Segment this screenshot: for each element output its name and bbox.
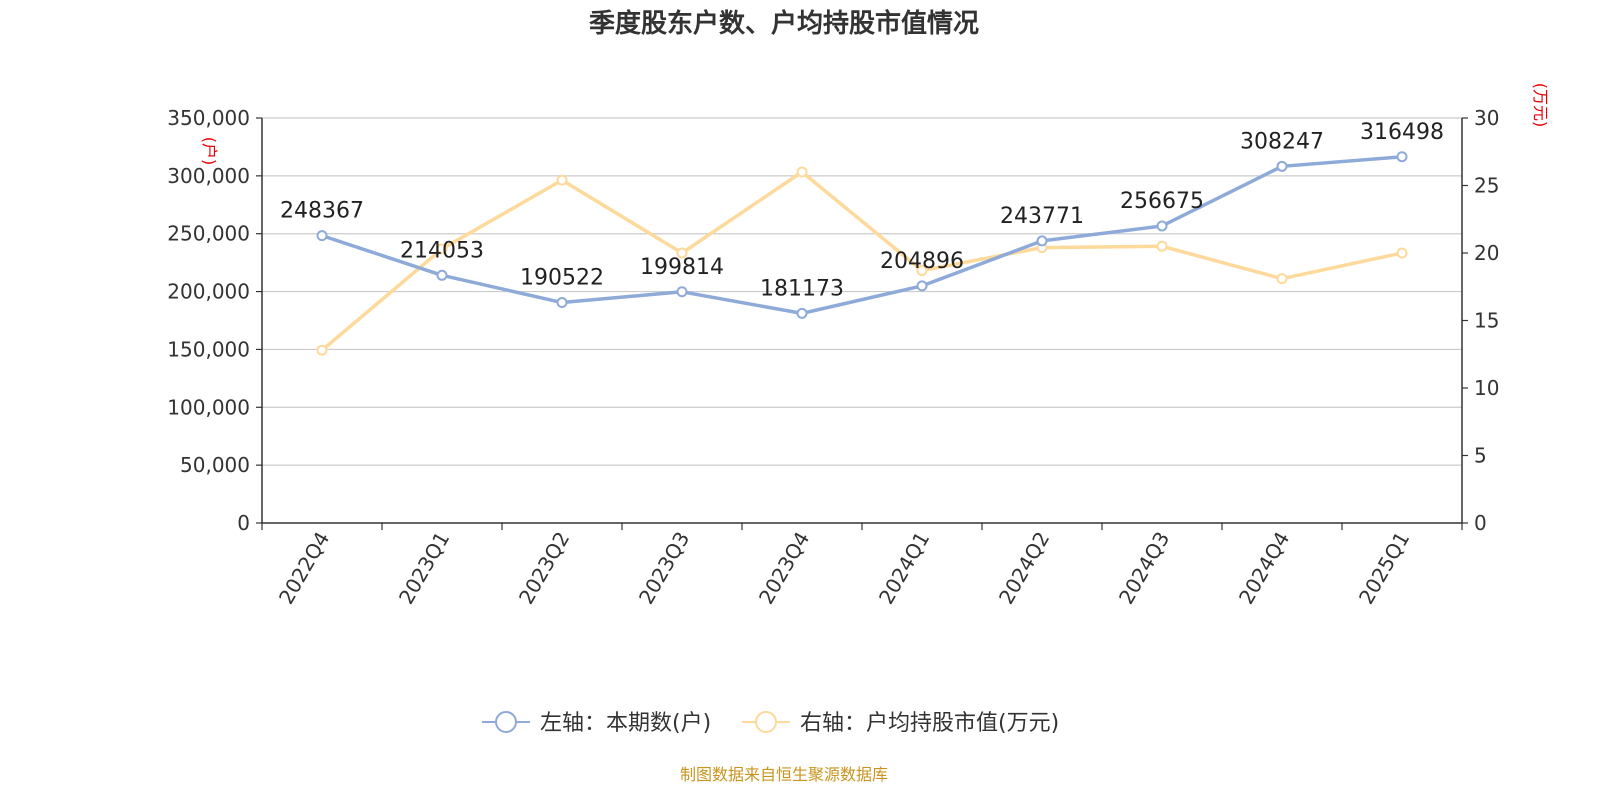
x-axis-category-label: 2024Q3 <box>1114 528 1174 609</box>
legend-item-right-series[interactable]: 右轴：户均持股市值(万元) <box>742 711 1059 736</box>
axes: 0 50,000 100,000 150,000 200,000 250,000 300,0… <box>167 106 1499 608</box>
series-right-point <box>796 166 808 178</box>
data-label: 190522 <box>520 266 604 291</box>
left-axis-unit: (户) <box>200 137 219 166</box>
x-axis-category-label: 2025Q1 <box>1354 528 1414 609</box>
legend-left-label: 左轴：本期数(户) <box>540 711 711 736</box>
series-left-point <box>916 280 928 292</box>
data-label: 181173 <box>760 276 844 301</box>
series-right-group <box>316 166 1408 356</box>
series-right-point <box>676 247 688 259</box>
legend-left-marker-icon <box>495 711 517 733</box>
x-axis-category-label: 2023Q2 <box>514 528 574 609</box>
data-label: 316498 <box>1360 120 1444 145</box>
x-axis-category-label: 2023Q1 <box>394 528 454 609</box>
right-axis-tick-label: 15 <box>1474 309 1499 333</box>
right-axis-tick-label: 5 <box>1474 444 1487 468</box>
series-left-point <box>436 269 448 281</box>
data-label: 256675 <box>1120 189 1204 214</box>
data-label: 199814 <box>640 255 724 280</box>
legend-right-label: 右轴：户均持股市值(万元) <box>800 711 1059 736</box>
series-right-point <box>1396 247 1408 259</box>
right-axis-tick-label: 20 <box>1474 241 1499 265</box>
right-axis-tick-label: 25 <box>1474 174 1499 198</box>
legend[interactable]: 左轴：本期数(户) 右轴：户均持股市值(万元) <box>482 711 1059 736</box>
right-axis-tick-label: 0 <box>1474 511 1487 535</box>
series-right-point <box>1156 240 1168 252</box>
series-right-point <box>436 243 448 255</box>
data-label: 204896 <box>880 249 964 274</box>
grid-lines <box>262 117 1462 466</box>
series-left-group <box>316 151 1408 319</box>
legend-item-left-series[interactable]: 左轴：本期数(户) <box>482 711 711 736</box>
series-left-point <box>676 286 688 298</box>
data-label: 243771 <box>1000 204 1084 229</box>
series-left-point <box>556 297 568 309</box>
series-left-point <box>1396 151 1408 163</box>
legend-right-marker-icon <box>755 711 777 733</box>
left-axis-tick-label: 0 <box>237 511 250 535</box>
data-label: 308247 <box>1240 129 1324 154</box>
series-left-point <box>1276 160 1288 172</box>
data-label: 214053 <box>400 238 484 263</box>
chart-title: 季度股东户数、户均持股市值情况 <box>589 8 979 39</box>
data-labels: 248367 214053 190522 199814 181173 204896 2437… <box>280 120 1444 302</box>
left-axis-tick-label: 50,000 <box>180 453 250 477</box>
series-left-point <box>1156 220 1168 232</box>
x-axis-category-label: 2023Q4 <box>754 528 814 609</box>
source-note: 制图数据来自恒生聚源数据库 <box>680 765 888 784</box>
series-left-point <box>316 230 328 242</box>
right-axis-tick-label: 30 <box>1474 106 1499 130</box>
x-axis-category-label: 2022Q4 <box>274 528 334 609</box>
right-axis-tick-label: 10 <box>1474 376 1499 400</box>
left-axis-tick-label: 300,000 <box>167 164 250 188</box>
x-axis-category-label: 2023Q3 <box>634 528 694 609</box>
series-right-point <box>316 344 328 356</box>
x-axis-category-label: 2024Q2 <box>994 528 1054 609</box>
x-axis-category-label: 2024Q4 <box>1234 528 1294 609</box>
left-axis-tick-label: 350,000 <box>167 106 250 130</box>
left-axis-tick-label: 200,000 <box>167 280 250 304</box>
series-left-line <box>321 155 1403 316</box>
series-right-point <box>916 265 928 277</box>
series-right-point <box>1276 273 1288 285</box>
series-right-point <box>556 174 568 186</box>
data-label: 248367 <box>280 199 364 224</box>
right-axis-unit: (万元) <box>1531 83 1550 128</box>
left-axis-tick-label: 250,000 <box>167 222 250 246</box>
series-left-point <box>1036 235 1048 247</box>
x-axis-category-label: 2024Q1 <box>874 528 934 609</box>
series-right-line <box>320 170 1403 352</box>
left-axis-tick-label: 100,000 <box>167 395 250 419</box>
left-axis-tick-label: 150,000 <box>167 337 250 361</box>
series-left-point <box>796 307 808 319</box>
